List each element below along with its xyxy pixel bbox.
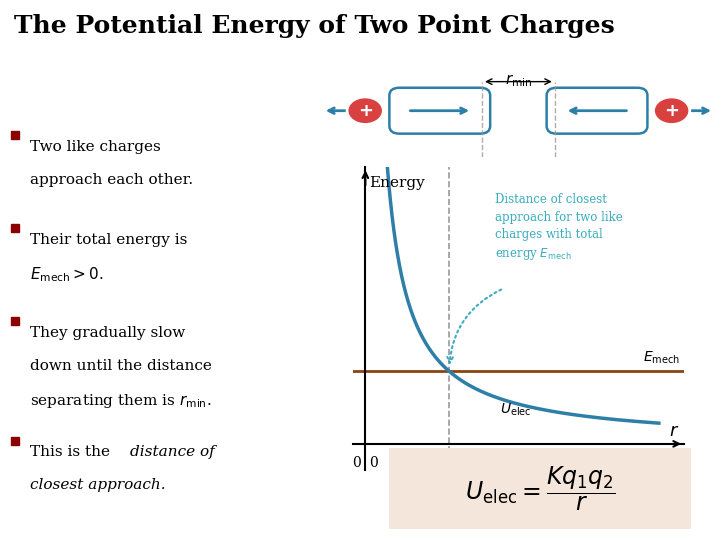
Text: +: +: [664, 102, 679, 120]
Text: separating them is $r_{\mathrm{min}}$.: separating them is $r_{\mathrm{min}}$.: [30, 392, 212, 410]
FancyBboxPatch shape: [389, 448, 691, 529]
Text: Their total energy is: Their total energy is: [30, 233, 188, 247]
Text: The Potential Energy of Two Point Charges: The Potential Energy of Two Point Charge…: [14, 14, 615, 37]
Text: They gradually slow: They gradually slow: [30, 326, 186, 340]
Text: distance of: distance of: [130, 445, 215, 459]
Text: +: +: [358, 102, 373, 120]
Text: down until the distance: down until the distance: [30, 359, 212, 373]
Text: $r$: $r$: [670, 422, 680, 441]
Text: $r_{\mathrm{min}}$: $r_{\mathrm{min}}$: [436, 461, 463, 478]
Text: $U_{\mathrm{elec}}$: $U_{\mathrm{elec}}$: [500, 401, 531, 417]
Text: This is the: This is the: [30, 445, 115, 459]
Circle shape: [347, 97, 383, 125]
Text: $E_{\mathrm{mech}} > 0$.: $E_{\mathrm{mech}} > 0$.: [30, 266, 104, 285]
Text: 0: 0: [369, 456, 378, 470]
Text: $U_{\mathrm{elec}} = \dfrac{Kq_1q_2}{r}$: $U_{\mathrm{elec}} = \dfrac{Kq_1q_2}{r}$: [464, 464, 616, 513]
Text: $E_{\mathrm{mech}}$: $E_{\mathrm{mech}}$: [643, 350, 680, 366]
Text: $r_{\mathrm{min}}$: $r_{\mathrm{min}}$: [505, 72, 532, 89]
Circle shape: [654, 97, 690, 125]
Text: Energy: Energy: [369, 176, 425, 190]
Text: closest approach.: closest approach.: [30, 478, 166, 492]
Text: Distance of closest
approach for two like
charges with total
energy $E_{\mathrm{: Distance of closest approach for two lik…: [495, 193, 623, 262]
Text: approach each other.: approach each other.: [30, 173, 194, 187]
Text: Two like charges: Two like charges: [30, 139, 161, 153]
Text: 0: 0: [353, 456, 361, 470]
